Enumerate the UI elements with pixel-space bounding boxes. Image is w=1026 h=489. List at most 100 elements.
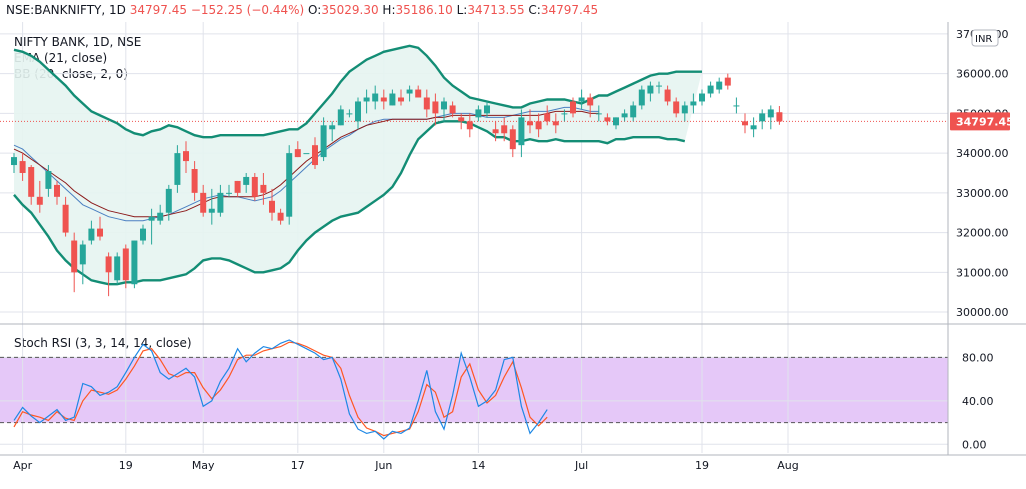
candle-body [492, 129, 499, 134]
candle [174, 145, 181, 193]
candle-body [750, 125, 757, 130]
candle [329, 121, 336, 142]
candle [759, 109, 766, 130]
header-last: 34797.45 [129, 3, 187, 17]
candle [251, 172, 258, 201]
candle [561, 109, 568, 122]
candle [337, 105, 344, 126]
candle-body [97, 228, 103, 237]
candle-body [716, 81, 723, 90]
y-tick-label: 36000.00 [956, 68, 1009, 81]
candle [294, 141, 301, 158]
candle [406, 85, 413, 102]
x-tick-label: May [192, 459, 215, 472]
candle-body [759, 113, 766, 122]
candle-body [458, 117, 465, 122]
candle [458, 113, 465, 130]
candle [716, 77, 723, 94]
candle [690, 93, 697, 114]
y-tick-label: 33000.00 [956, 187, 1009, 200]
candle [441, 97, 447, 122]
candle [157, 204, 164, 225]
candle-body [570, 101, 576, 114]
candle-body [742, 121, 748, 126]
candle [707, 81, 714, 98]
candle [492, 121, 499, 142]
candle [647, 81, 654, 102]
candle [234, 180, 241, 197]
candle-body [423, 97, 430, 110]
candle [449, 101, 456, 118]
candle [699, 89, 705, 106]
candle [733, 97, 740, 114]
candle-body [432, 101, 439, 114]
candle [62, 196, 69, 237]
y-tick-label: 34000.00 [956, 147, 1009, 160]
candle-body [62, 204, 69, 233]
candle-body [673, 101, 680, 114]
candle [140, 224, 146, 245]
y-tick-label: 30000.00 [956, 306, 1009, 319]
candle-body [208, 208, 215, 213]
candle-body [767, 109, 774, 118]
x-tick-label: Apr [13, 459, 33, 472]
candle-body [11, 157, 17, 166]
candle-body [54, 184, 60, 197]
candle [312, 137, 318, 170]
candle [604, 113, 611, 126]
candle [673, 97, 680, 118]
candle [97, 216, 103, 241]
candle [208, 188, 215, 225]
candle [656, 81, 662, 94]
candle [148, 208, 155, 245]
candle-body [303, 153, 310, 155]
candle [45, 165, 52, 197]
candle-body [638, 89, 645, 106]
legend-title[interactable]: NIFTY BANK, 1D, NSE [14, 35, 142, 49]
candle-body [604, 117, 611, 122]
price-tag-text: 34797.45 [956, 115, 1014, 128]
candle-body [148, 216, 155, 221]
candle-body [509, 129, 516, 150]
candle [165, 184, 172, 221]
candle [226, 184, 232, 197]
candle [243, 172, 250, 193]
price-tag-bg [950, 112, 1010, 131]
candle-body [475, 109, 482, 118]
candle-body [561, 113, 568, 115]
candle [767, 105, 774, 130]
candle-body [320, 125, 327, 158]
candle-body [707, 85, 714, 94]
candle [122, 244, 129, 289]
candle-body [733, 105, 740, 107]
candle-body [544, 113, 551, 122]
header-high-label: H: [382, 3, 396, 17]
legend-stoch-rsi[interactable]: Stoch RSI (3, 3, 14, 14, close) [14, 336, 192, 350]
candle [595, 105, 602, 122]
candle-body [114, 256, 121, 281]
candle [484, 101, 490, 118]
candle-body [578, 97, 585, 102]
candle [183, 141, 189, 173]
x-tick-label: 17 [291, 459, 305, 472]
candle-body [363, 97, 370, 102]
candle [501, 117, 508, 142]
candle [372, 85, 379, 110]
candle-body [286, 153, 293, 217]
candle [191, 161, 198, 201]
header-high: 35186.10 [395, 3, 453, 17]
candle-body [131, 240, 138, 285]
candle [552, 113, 559, 134]
candle [535, 113, 542, 138]
currency-badge-text: INR [975, 34, 992, 45]
candle [587, 93, 594, 118]
header-symbol: NSE:BANKNIFTY, 1D [6, 3, 126, 17]
candle-body [183, 151, 189, 162]
currency-badge [971, 29, 999, 47]
candle-body [501, 125, 508, 134]
candle [570, 97, 576, 118]
candle [269, 188, 275, 221]
candle-body [466, 121, 473, 130]
candle-body [613, 117, 619, 126]
